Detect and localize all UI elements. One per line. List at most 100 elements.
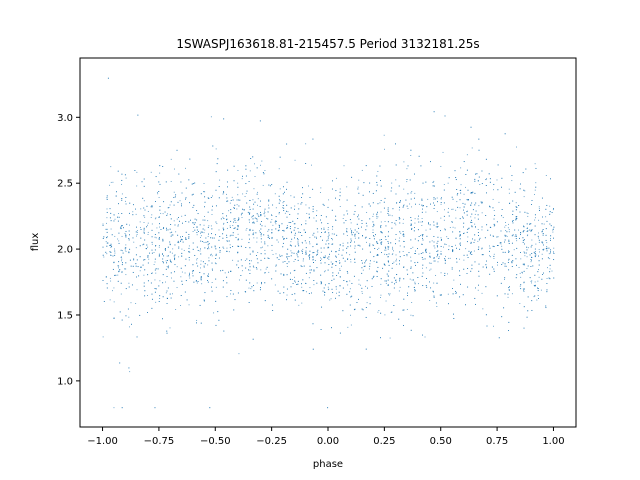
data-point: [311, 164, 312, 166]
data-point: [128, 251, 130, 253]
data-point: [175, 309, 177, 310]
data-point: [226, 240, 228, 242]
data-point: [110, 243, 112, 245]
data-point: [478, 270, 480, 272]
data-point: [515, 218, 517, 220]
data-point: [481, 247, 483, 249]
data-point: [277, 290, 279, 292]
data-point: [207, 235, 209, 237]
data-point: [535, 243, 537, 245]
data-point: [137, 266, 139, 268]
data-point: [385, 239, 387, 241]
data-point: [508, 259, 509, 261]
data-point: [522, 172, 524, 174]
data-point: [361, 291, 363, 293]
data-point: [445, 244, 447, 245]
data-point: [308, 277, 310, 279]
data-point: [332, 226, 334, 228]
data-point: [481, 212, 483, 214]
data-point: [170, 235, 172, 237]
data-point: [373, 245, 375, 246]
data-point: [137, 114, 139, 116]
data-point: [395, 243, 396, 245]
data-point: [196, 219, 198, 221]
data-point: [226, 282, 228, 284]
data-point: [252, 222, 254, 224]
data-point: [373, 223, 375, 225]
data-point: [531, 239, 533, 241]
data-point: [113, 317, 115, 319]
data-point: [505, 224, 507, 226]
data-point: [420, 221, 422, 223]
data-point: [144, 259, 146, 261]
data-point: [391, 227, 393, 229]
data-point: [298, 249, 299, 251]
data-point: [516, 206, 518, 208]
data-point: [109, 277, 111, 279]
data-point: [504, 241, 505, 243]
data-point: [538, 298, 539, 299]
data-point: [174, 257, 175, 259]
data-point: [380, 226, 382, 228]
data-point: [136, 230, 138, 232]
data-point: [337, 272, 339, 274]
data-point: [115, 195, 117, 197]
data-point: [260, 235, 262, 237]
data-point: [200, 193, 202, 195]
data-point: [219, 179, 221, 181]
data-point: [189, 272, 190, 274]
plot-area-frame: [79, 57, 577, 428]
data-point: [488, 173, 490, 175]
data-point: [361, 222, 363, 224]
data-point: [252, 208, 254, 210]
data-point: [470, 192, 472, 193]
y-tick-label: 1.0: [57, 376, 73, 387]
data-point: [118, 265, 120, 267]
data-point: [466, 241, 468, 243]
data-point: [516, 218, 518, 219]
data-point: [354, 235, 356, 237]
data-point: [143, 231, 145, 233]
data-point: [298, 231, 300, 233]
data-point: [425, 267, 427, 269]
data-point: [140, 227, 141, 229]
data-point: [451, 208, 453, 210]
data-point: [197, 281, 199, 282]
data-point: [433, 198, 435, 200]
data-point: [174, 254, 176, 256]
data-point: [268, 237, 270, 239]
data-point: [323, 228, 325, 230]
data-point: [192, 248, 194, 250]
data-point: [167, 255, 169, 257]
data-point: [230, 200, 232, 201]
data-point: [231, 196, 233, 198]
data-point: [350, 240, 352, 242]
data-point: [354, 205, 356, 207]
data-point: [292, 220, 294, 222]
data-point: [369, 263, 371, 265]
data-point: [463, 226, 464, 228]
data-point: [211, 209, 213, 211]
data-point: [200, 276, 202, 278]
data-point: [290, 255, 292, 257]
data-point: [237, 292, 239, 294]
data-point: [398, 318, 400, 320]
data-point: [467, 257, 469, 258]
data-point: [403, 324, 404, 326]
data-point: [508, 321, 510, 323]
data-point: [481, 226, 483, 228]
data-point: [481, 248, 483, 250]
data-point: [283, 229, 285, 231]
data-point: [125, 250, 127, 252]
data-point: [369, 218, 371, 220]
data-point: [110, 228, 112, 230]
data-point: [456, 261, 458, 263]
data-point: [174, 259, 176, 261]
data-point: [372, 215, 374, 217]
data-point: [183, 249, 185, 251]
data-point: [154, 291, 156, 293]
data-point: [290, 250, 292, 252]
data-point: [433, 257, 435, 259]
data-point: [241, 217, 243, 218]
data-point: [388, 293, 389, 295]
